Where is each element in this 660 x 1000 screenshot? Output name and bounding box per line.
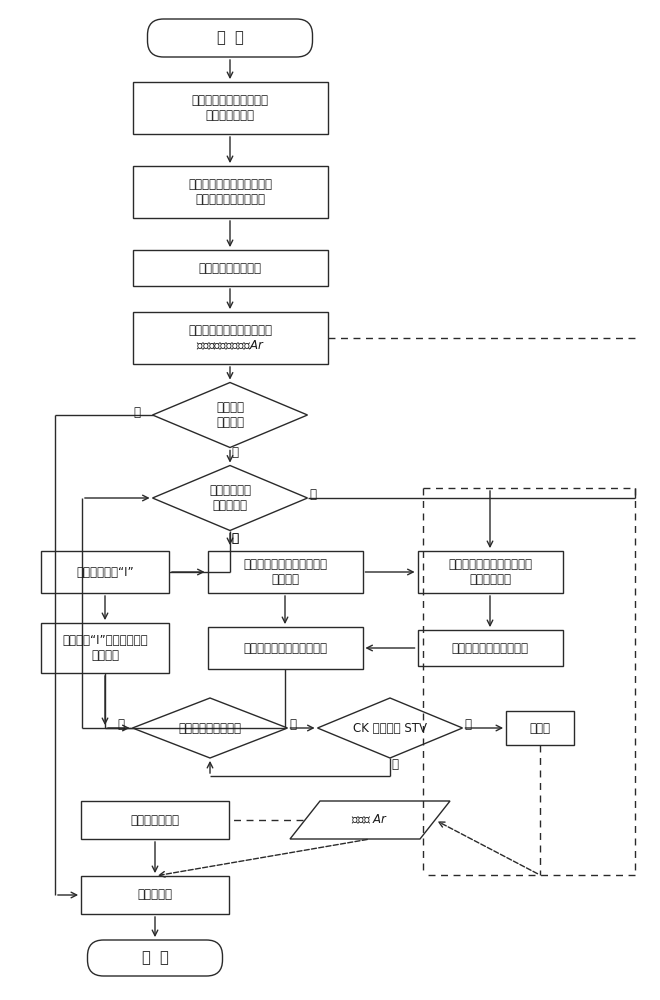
Text: 是: 是 bbox=[117, 718, 125, 732]
Text: 计数器: 计数器 bbox=[529, 722, 550, 734]
Polygon shape bbox=[152, 466, 308, 530]
Text: 划分象限，查找各象限内的
其他站点: 划分象限，查找各象限内的 其他站点 bbox=[243, 558, 327, 586]
FancyBboxPatch shape bbox=[147, 19, 312, 57]
Text: 选择一个站点“I”: 选择一个站点“I” bbox=[76, 566, 134, 578]
Text: 是: 是 bbox=[309, 488, 316, 502]
Bar bbox=[207, 551, 362, 593]
Bar bbox=[207, 627, 362, 669]
Text: 否: 否 bbox=[289, 718, 296, 732]
Text: 是: 是 bbox=[133, 406, 141, 418]
Polygon shape bbox=[290, 801, 450, 839]
Text: 加载一份需要质量控制的
自动站观测报文: 加载一份需要质量控制的 自动站观测报文 bbox=[191, 94, 269, 122]
Text: 观测値的高度同一化修订: 观测値的高度同一化修订 bbox=[451, 642, 529, 654]
Text: 利用不同气象要素的气象学
关系标识要素可信度$Ar$: 利用不同气象要素的气象学 关系标识要素可信度$Ar$ bbox=[188, 324, 272, 352]
Text: 否: 否 bbox=[232, 532, 238, 544]
Text: 否: 否 bbox=[232, 532, 238, 545]
Polygon shape bbox=[133, 698, 288, 758]
Text: 是否完成
二次检验: 是否完成 二次检验 bbox=[216, 401, 244, 429]
Bar bbox=[133, 312, 327, 364]
Text: 标准化输出: 标准化输出 bbox=[137, 888, 172, 902]
Text: 结  束: 结 束 bbox=[142, 950, 168, 966]
Bar bbox=[506, 711, 574, 745]
Bar bbox=[418, 630, 562, 666]
Text: 检索与当前自动站报文时间
最接近的气象卫星资料: 检索与当前自动站报文时间 最接近的气象卫星资料 bbox=[188, 178, 272, 206]
Text: 计算站点“I”各要素的时间
变化序列: 计算站点“I”各要素的时间 变化序列 bbox=[62, 634, 148, 662]
Text: 是否完成所有
站点的检验: 是否完成所有 站点的检验 bbox=[209, 484, 251, 512]
Text: 计算各要素各个象限的插値: 计算各要素各个象限的插値 bbox=[243, 642, 327, 654]
Bar bbox=[41, 551, 169, 593]
Polygon shape bbox=[152, 382, 308, 448]
Text: 否: 否 bbox=[391, 758, 399, 772]
Bar bbox=[81, 876, 229, 914]
Bar bbox=[133, 166, 327, 218]
Text: 计算各个站点、各个要素的
时间变化序列: 计算各个站点、各个要素的 时间变化序列 bbox=[448, 558, 532, 586]
Text: CK 是否大于 STV: CK 是否大于 STV bbox=[353, 722, 427, 734]
Polygon shape bbox=[317, 698, 463, 758]
Text: 开  始: 开 始 bbox=[216, 30, 244, 45]
Text: 识别强天气发生区域: 识别强天气发生区域 bbox=[199, 261, 261, 274]
Bar bbox=[81, 801, 229, 839]
Bar bbox=[133, 82, 327, 134]
Text: 可信度 $Ar$: 可信度 $Ar$ bbox=[351, 813, 389, 827]
Bar bbox=[133, 250, 327, 286]
Text: 是: 是 bbox=[464, 718, 471, 732]
Bar bbox=[41, 623, 169, 673]
FancyBboxPatch shape bbox=[88, 940, 222, 976]
Text: 评估要素的质量: 评估要素的质量 bbox=[131, 814, 180, 826]
Text: 是否检验完所有象限: 是否检验完所有象限 bbox=[178, 722, 242, 734]
Bar bbox=[418, 551, 562, 593]
Text: 否: 否 bbox=[232, 446, 238, 460]
